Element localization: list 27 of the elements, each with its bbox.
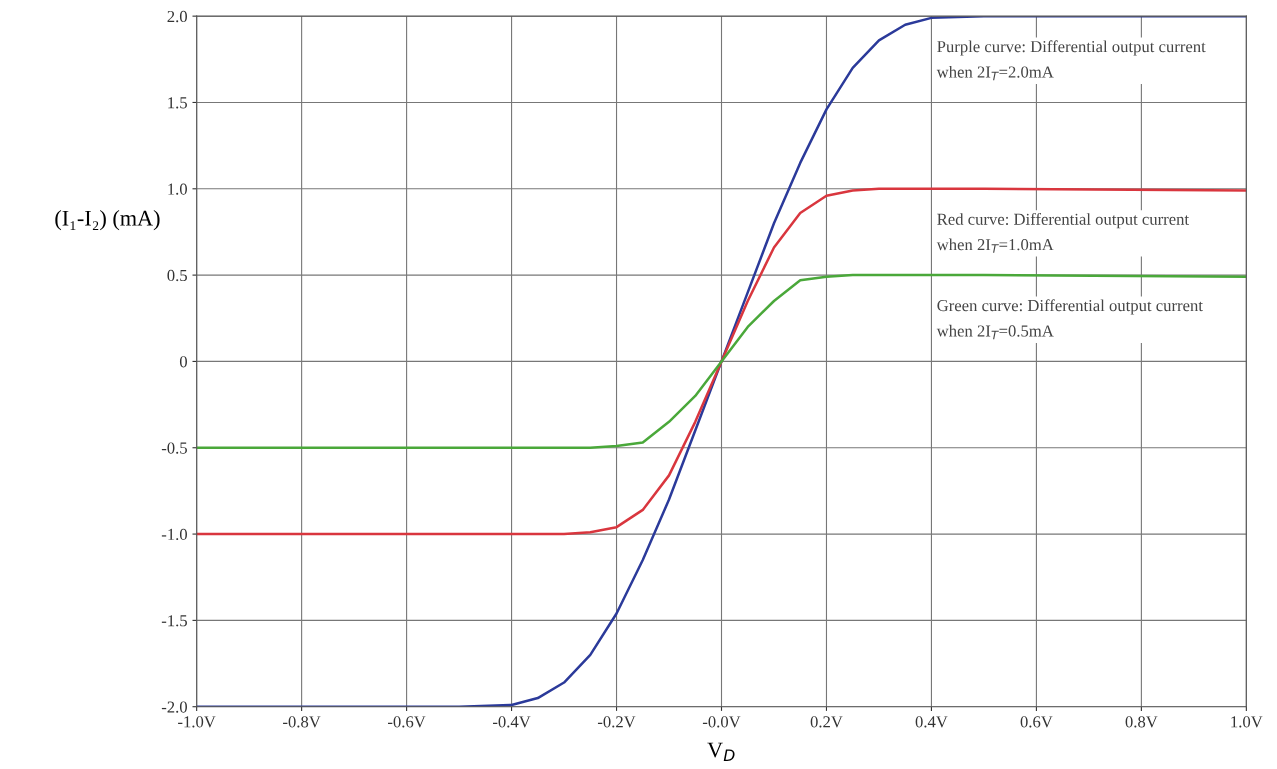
x-tick-label: -0.2V (597, 716, 636, 728)
line-series (196, 273, 1247, 449)
x-tick-label: -0.4V (492, 716, 531, 728)
annotation: Purple curve: Differential output current when 2I$_{T}$=2.0mA (936, 40, 1206, 81)
y-tick-label: -0.5 (161, 442, 187, 454)
x-tick-label: 0.2V (810, 716, 843, 728)
y-tick-label: -1.5 (161, 615, 187, 627)
line-series (196, 187, 1247, 536)
x-tick-label: -1.0V (178, 716, 216, 728)
y-tick-label: 0 (179, 356, 187, 368)
annotation: Red curve: Differential output current when 2I$_{T}$=1.0mA (936, 212, 1189, 253)
annotation: Green curve: Differential output current when 2I$_{T}$=0.5mA (936, 299, 1203, 340)
y-tick-label: 2.0 (167, 10, 187, 23)
x-tick-label: 0.8V (1125, 716, 1158, 728)
y-tick-label: -2.0 (161, 701, 187, 713)
x-tick-label: -0.8V (283, 716, 321, 728)
y-axis-title: (I₁-I₂) (mA) (55, 210, 160, 231)
y-tick-label: 0.5 (167, 269, 187, 282)
x-tick-label: 1.0V (1231, 716, 1263, 728)
y-tick-label: -1.0 (161, 528, 187, 541)
x-tick-label: 0.4V (915, 716, 948, 728)
y-tick-label: 1.0 (168, 183, 187, 195)
y-tick-label: 1.5 (168, 97, 187, 109)
x-tick-label: 0.6V (1020, 716, 1053, 728)
x-tick-label: -0.6V (388, 716, 426, 728)
x-axis-title: V$_{D}$ (707, 742, 735, 761)
x-tick-label: -0.0V (702, 716, 741, 728)
